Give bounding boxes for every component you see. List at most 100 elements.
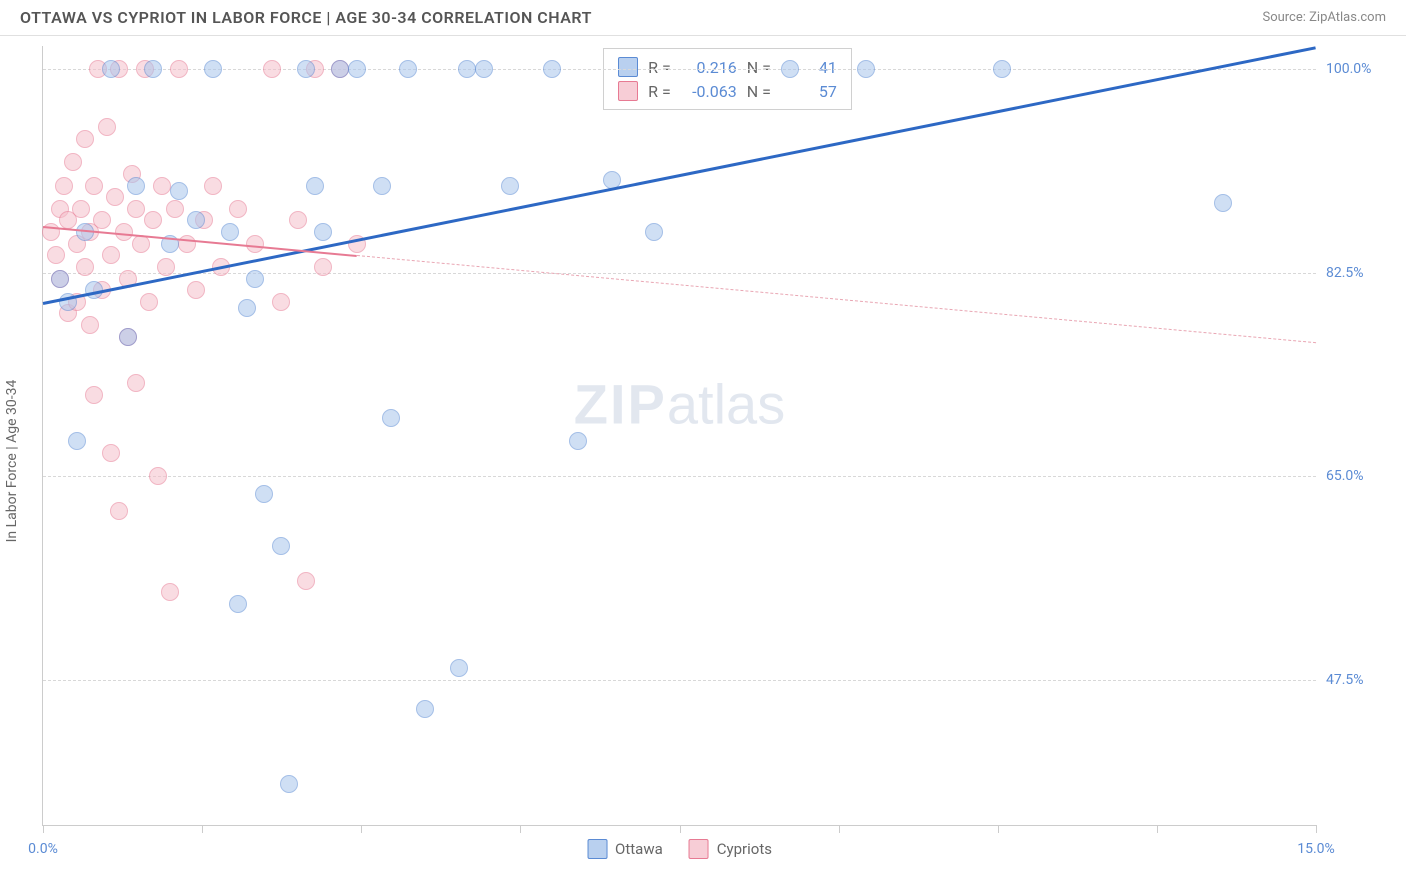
trend-line xyxy=(43,226,357,257)
scatter-point xyxy=(569,432,587,450)
scatter-point xyxy=(149,467,167,485)
scatter-point xyxy=(81,316,99,334)
legend-item-ottawa: Ottawa xyxy=(587,839,663,859)
legend-swatch-cypriots-icon xyxy=(689,839,709,859)
x-tick xyxy=(998,825,999,833)
swatch-ottawa-icon xyxy=(618,57,638,77)
scatter-point xyxy=(55,177,73,195)
x-tick-label: 15.0% xyxy=(1297,841,1335,857)
x-tick xyxy=(680,825,681,833)
scatter-point xyxy=(51,270,69,288)
scatter-point xyxy=(289,211,307,229)
scatter-point xyxy=(993,60,1011,78)
scatter-point xyxy=(98,118,116,136)
legend-label-cypriots: Cypriots xyxy=(717,840,772,858)
legend-swatch-ottawa-icon xyxy=(587,839,607,859)
scatter-point xyxy=(229,200,247,218)
scatter-point xyxy=(68,432,86,450)
y-tick-label: 47.5% xyxy=(1326,672,1396,688)
source-label: Source: ZipAtlas.com xyxy=(1262,10,1386,25)
x-tick xyxy=(202,825,203,833)
x-tick xyxy=(1316,825,1317,833)
watermark: ZIPatlas xyxy=(574,372,785,437)
x-tick xyxy=(361,825,362,833)
scatter-point xyxy=(280,775,298,793)
scatter-point xyxy=(781,60,799,78)
scatter-point xyxy=(458,60,476,78)
stats-row-cypriots: R = -0.063 N = 57 xyxy=(618,79,837,103)
scatter-point xyxy=(157,258,175,276)
scatter-point xyxy=(246,270,264,288)
scatter-point xyxy=(76,258,94,276)
swatch-cypriots-icon xyxy=(618,81,638,101)
x-tick-label: 0.0% xyxy=(28,841,58,857)
scatter-point xyxy=(543,60,561,78)
scatter-point xyxy=(102,444,120,462)
scatter-point xyxy=(47,246,65,264)
stats-row-ottawa: R = 0.216 N = 41 xyxy=(618,55,837,79)
scatter-point xyxy=(348,60,366,78)
plot-area: ZIPatlas R = 0.216 N = 41 R = -0.063 N =… xyxy=(42,46,1316,826)
gridline xyxy=(43,69,1316,70)
cypriots-r-value: -0.063 xyxy=(681,82,737,101)
scatter-point xyxy=(106,188,124,206)
scatter-point xyxy=(93,211,111,229)
r-label: R = xyxy=(648,58,671,77)
scatter-point xyxy=(127,374,145,392)
scatter-point xyxy=(187,281,205,299)
scatter-point xyxy=(64,153,82,171)
scatter-point xyxy=(331,60,349,78)
scatter-point xyxy=(127,177,145,195)
scatter-point xyxy=(229,595,247,613)
legend: Ottawa Cypriots xyxy=(587,839,772,859)
scatter-point xyxy=(127,200,145,218)
scatter-point xyxy=(450,659,468,677)
scatter-point xyxy=(85,386,103,404)
scatter-point xyxy=(246,235,264,253)
scatter-point xyxy=(170,60,188,78)
scatter-point xyxy=(238,299,256,317)
scatter-point xyxy=(161,583,179,601)
cypriots-n-value: 57 xyxy=(781,82,837,101)
scatter-point xyxy=(119,328,137,346)
scatter-point xyxy=(170,182,188,200)
gridline xyxy=(43,476,1316,477)
scatter-point xyxy=(153,177,171,195)
y-tick-label: 100.0% xyxy=(1326,61,1396,77)
scatter-point xyxy=(110,502,128,520)
scatter-point xyxy=(102,60,120,78)
y-axis-label: In Labor Force | Age 30-34 xyxy=(4,380,20,543)
scatter-point xyxy=(204,60,222,78)
y-tick-label: 65.0% xyxy=(1326,468,1396,484)
scatter-point xyxy=(475,60,493,78)
scatter-point xyxy=(373,177,391,195)
n-label: N = xyxy=(747,58,771,77)
legend-item-cypriots: Cypriots xyxy=(689,839,772,859)
scatter-point xyxy=(272,537,290,555)
scatter-point xyxy=(297,572,315,590)
scatter-point xyxy=(144,211,162,229)
x-tick xyxy=(43,825,44,833)
trend-line xyxy=(357,255,1316,343)
scatter-point xyxy=(857,60,875,78)
scatter-point xyxy=(314,223,332,241)
scatter-point xyxy=(166,200,184,218)
x-tick xyxy=(839,825,840,833)
scatter-point xyxy=(501,177,519,195)
scatter-point xyxy=(416,700,434,718)
scatter-point xyxy=(140,293,158,311)
x-tick xyxy=(1157,825,1158,833)
scatter-point xyxy=(382,409,400,427)
scatter-point xyxy=(306,177,324,195)
scatter-point xyxy=(72,200,90,218)
scatter-point xyxy=(204,177,222,195)
scatter-point xyxy=(187,211,205,229)
y-tick-label: 82.5% xyxy=(1326,265,1396,281)
scatter-point xyxy=(1214,194,1232,212)
scatter-point xyxy=(263,60,281,78)
chart-header: OTTAWA VS CYPRIOT IN LABOR FORCE | AGE 3… xyxy=(0,0,1406,36)
scatter-point xyxy=(255,485,273,503)
scatter-point xyxy=(144,60,162,78)
chart-container: In Labor Force | Age 30-34 ZIPatlas R = … xyxy=(0,36,1406,886)
watermark-atlas: atlas xyxy=(667,373,785,436)
